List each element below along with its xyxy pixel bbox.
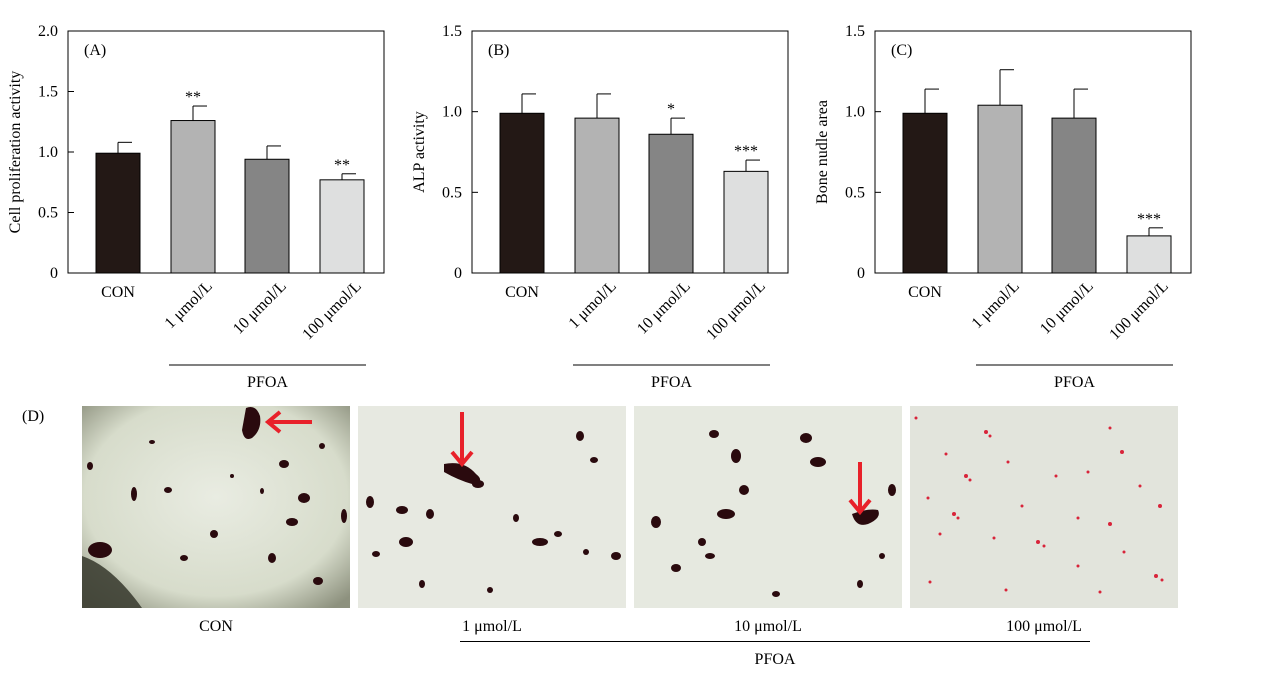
chart-2-xtick-label: 100 μmol/L — [703, 278, 769, 344]
chart-1-panel-label: (A) — [84, 42, 106, 59]
chart-1-group-label: PFOA — [247, 374, 288, 391]
chart-1-ytick-label: 0.5 — [38, 205, 58, 222]
chart-3-panel-label: (C) — [891, 42, 912, 59]
chart-3-ylabel: Bone nudle area — [814, 100, 831, 204]
chart-1-xtick-label: 1 μmol/L — [162, 278, 216, 332]
chart-1-significance: ** — [185, 89, 201, 106]
chart-2-ylabel: ALP activity — [411, 111, 428, 193]
chart-2-ytick-label: 0.5 — [442, 184, 462, 201]
micrograph-con — [82, 406, 350, 608]
chart-1-significance: ** — [334, 157, 350, 174]
chart-2-significance: * — [667, 101, 675, 118]
chart-3-group-label: PFOA — [1054, 374, 1095, 391]
chart-2-ytick-label: 1.5 — [442, 23, 462, 40]
chart-3-xtick-label: 10 μmol/L — [1037, 278, 1097, 338]
chart-2-frame — [471, 30, 789, 274]
chart-3-bar — [1126, 235, 1172, 274]
pfoa-label-d: PFOA — [754, 651, 796, 668]
chart-2-bar — [574, 117, 620, 274]
chart-2-xtick-label: CON — [505, 284, 539, 301]
chart-2-bar — [723, 170, 769, 274]
caption-con: CON — [199, 618, 233, 635]
micrograph-10umol — [634, 406, 902, 608]
caption-100umol: 100 μmol/L — [1006, 618, 1082, 635]
chart-2-bar — [499, 112, 545, 274]
chart-3-ytick-label: 0.5 — [845, 184, 865, 201]
chart-3-frame — [874, 30, 1192, 274]
chart-3-bar — [977, 104, 1023, 274]
chart-3-bar — [902, 112, 948, 274]
caption-1umol: 1 μmol/L — [462, 618, 522, 635]
chart-3-bar — [1051, 117, 1097, 274]
chart-2-xtick-label: 1 μmol/L — [566, 278, 620, 332]
pfoa-bracket-line-d — [460, 641, 1090, 642]
chart-3-xtick-label: CON — [908, 284, 942, 301]
chart-1-ytick-label: 0 — [50, 265, 58, 282]
chart-3-ytick-label: 1.5 — [845, 23, 865, 40]
chart-1-bar — [170, 120, 216, 274]
micrograph-100umol — [910, 406, 1178, 608]
panel-d-label: (D) — [22, 408, 45, 425]
chart-1-ytick-label: 1.5 — [38, 84, 58, 101]
micrograph-1umol — [358, 406, 626, 608]
chart-2-ytick-label: 1.0 — [442, 104, 462, 121]
chart-1-bar — [95, 152, 141, 274]
chart-1-xtick-label: 100 μmol/L — [299, 278, 365, 344]
chart-2-ytick-label: 0 — [454, 265, 462, 282]
chart-2-group-label: PFOA — [651, 374, 692, 391]
chart-1-bar — [319, 179, 365, 274]
chart-1-xtick-label: CON — [101, 284, 135, 301]
chart-3-significance: *** — [1137, 211, 1161, 228]
chart-3-xtick-label: 100 μmol/L — [1106, 278, 1172, 344]
chart-3-ytick-label: 1.0 — [845, 104, 865, 121]
chart-1-ylabel: Cell proliferation activity — [7, 71, 24, 234]
caption-10umol: 10 μmol/L — [734, 618, 802, 635]
chart-2-bar — [648, 133, 694, 274]
chart-1-xtick-label: 10 μmol/L — [230, 278, 290, 338]
chart-2-xtick-label: 10 μmol/L — [634, 278, 694, 338]
chart-2-significance: *** — [734, 143, 758, 160]
chart-1-ytick-label: 2.0 — [38, 23, 58, 40]
chart-3-ytick-label: 0 — [857, 265, 865, 282]
chart-1-bar — [244, 158, 290, 274]
chart-2-panel-label: (B) — [488, 42, 509, 59]
bar-charts-abc: 0 0.5 1.0 1.5 2.0 (A) Cell proliferation activ… — [7, 23, 1192, 391]
chart-3-xtick-label: 1 μmol/L — [969, 278, 1023, 332]
chart-1-ytick-label: 1.0 — [38, 144, 58, 161]
